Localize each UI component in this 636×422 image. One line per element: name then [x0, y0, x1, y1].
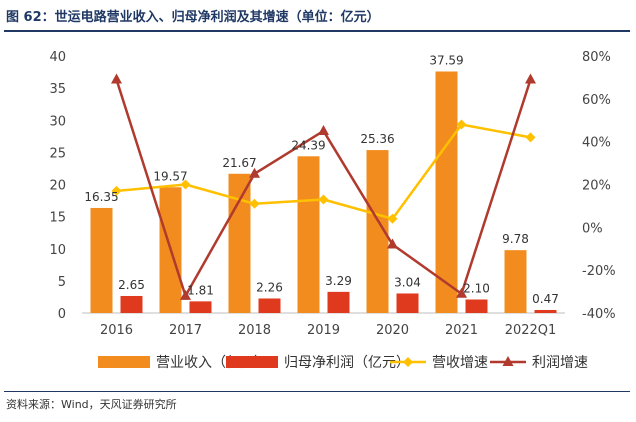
- profit-growth-point: [525, 73, 536, 84]
- revenue-growth-point: [111, 185, 122, 196]
- revenue-data-label: 21.67: [222, 156, 256, 170]
- x-tick-label: 2019: [307, 323, 340, 338]
- profit-growth-point: [387, 238, 398, 249]
- x-tick-label: 2016: [100, 323, 133, 338]
- profit-bar: [534, 309, 557, 313]
- y-left-tick-label: 15: [49, 211, 66, 226]
- x-tick-label: 2017: [169, 323, 202, 338]
- profit-bar: [258, 298, 281, 313]
- profit-bar: [465, 299, 488, 313]
- revenue-data-label: 19.57: [153, 169, 187, 183]
- x-tick-label: 2022Q1: [505, 323, 557, 338]
- profit-growth-point: [111, 73, 122, 84]
- x-tick-label: 2018: [238, 323, 271, 338]
- chart-title: 图 62：世运电路营业收入、归母净利润及其增速（单位：亿元）: [6, 10, 380, 25]
- revenue-bar: [90, 207, 113, 313]
- profit-data-label: 2.65: [118, 278, 145, 292]
- legend-label: 归母净利润（亿元）: [284, 354, 410, 371]
- revenue-bar: [366, 150, 389, 313]
- legend-label: 利润增速: [532, 355, 588, 371]
- y-right-tick-label: 0%: [582, 221, 603, 236]
- y-right-tick-label: -40%: [582, 307, 616, 322]
- revenue-bar: [297, 156, 320, 313]
- revenue-bar: [435, 71, 458, 313]
- revenue-bar: [504, 250, 527, 313]
- profit-data-label: 3.29: [325, 274, 352, 288]
- revenue-growth-point: [318, 194, 329, 205]
- revenue-growth-point: [456, 119, 467, 130]
- legend-marker: [502, 356, 514, 366]
- revenue-growth-point: [525, 132, 536, 143]
- y-right-tick-label: -20%: [582, 264, 616, 279]
- x-tick-label: 2020: [376, 323, 409, 338]
- revenue-growth-point: [249, 198, 260, 209]
- title-divider: [4, 30, 630, 32]
- y-left-tick-label: 20: [49, 179, 66, 194]
- source-divider: [4, 391, 630, 392]
- profit-bar: [189, 301, 212, 313]
- revenue-data-label: 9.78: [502, 232, 529, 246]
- profit-growth-point: [318, 124, 329, 135]
- revenue-data-label: 24.39: [291, 138, 325, 152]
- profit-data-label: 2.26: [256, 280, 283, 294]
- y-left-tick-label: 40: [49, 50, 66, 65]
- profit-growth-point: [456, 287, 467, 298]
- y-right-tick-label: 60%: [582, 93, 611, 108]
- y-right-tick-label: 40%: [582, 136, 611, 151]
- y-left-tick-label: 0: [58, 307, 66, 322]
- x-tick-label: 2021: [445, 323, 478, 338]
- y-left-tick-label: 25: [49, 146, 66, 161]
- profit-bar: [120, 295, 143, 313]
- y-left-tick-label: 5: [58, 275, 66, 290]
- legend-marker: [403, 357, 413, 367]
- legend-label: 营收增速: [432, 355, 488, 371]
- profit-growth-point: [180, 289, 191, 300]
- profit-data-label: 3.04: [394, 275, 421, 289]
- profit-data-label: 1.81: [187, 283, 214, 297]
- profit-data-label: 0.47: [532, 292, 559, 306]
- source-note: 资料来源：Wind，天风证券研究所: [6, 398, 177, 411]
- profit-data-label: 2.10: [463, 282, 490, 296]
- y-left-tick-label: 10: [49, 243, 66, 258]
- combo-chart: 0 5 10 15 20 25 30 35 40 -40% -20% 0% 20% 40% 60% 80% 20…: [49, 50, 616, 371]
- revenue-growth-point: [387, 213, 398, 224]
- legend-swatch: [98, 356, 150, 368]
- y-left-tick-label: 35: [49, 82, 66, 97]
- revenue-growth-point: [180, 179, 191, 190]
- revenue-data-label: 25.36: [360, 132, 394, 146]
- profit-bar: [327, 291, 350, 313]
- revenue-data-label: 37.59: [429, 53, 463, 67]
- profit-growth-point: [249, 167, 260, 178]
- y-right-tick-label: 80%: [582, 50, 611, 65]
- revenue-bar: [228, 173, 251, 313]
- revenue-data-label: 16.35: [84, 190, 118, 204]
- y-left-tick-label: 30: [49, 114, 66, 129]
- legend-swatch: [226, 356, 278, 368]
- profit-bar: [396, 293, 419, 313]
- y-right-tick-label: 20%: [582, 179, 611, 194]
